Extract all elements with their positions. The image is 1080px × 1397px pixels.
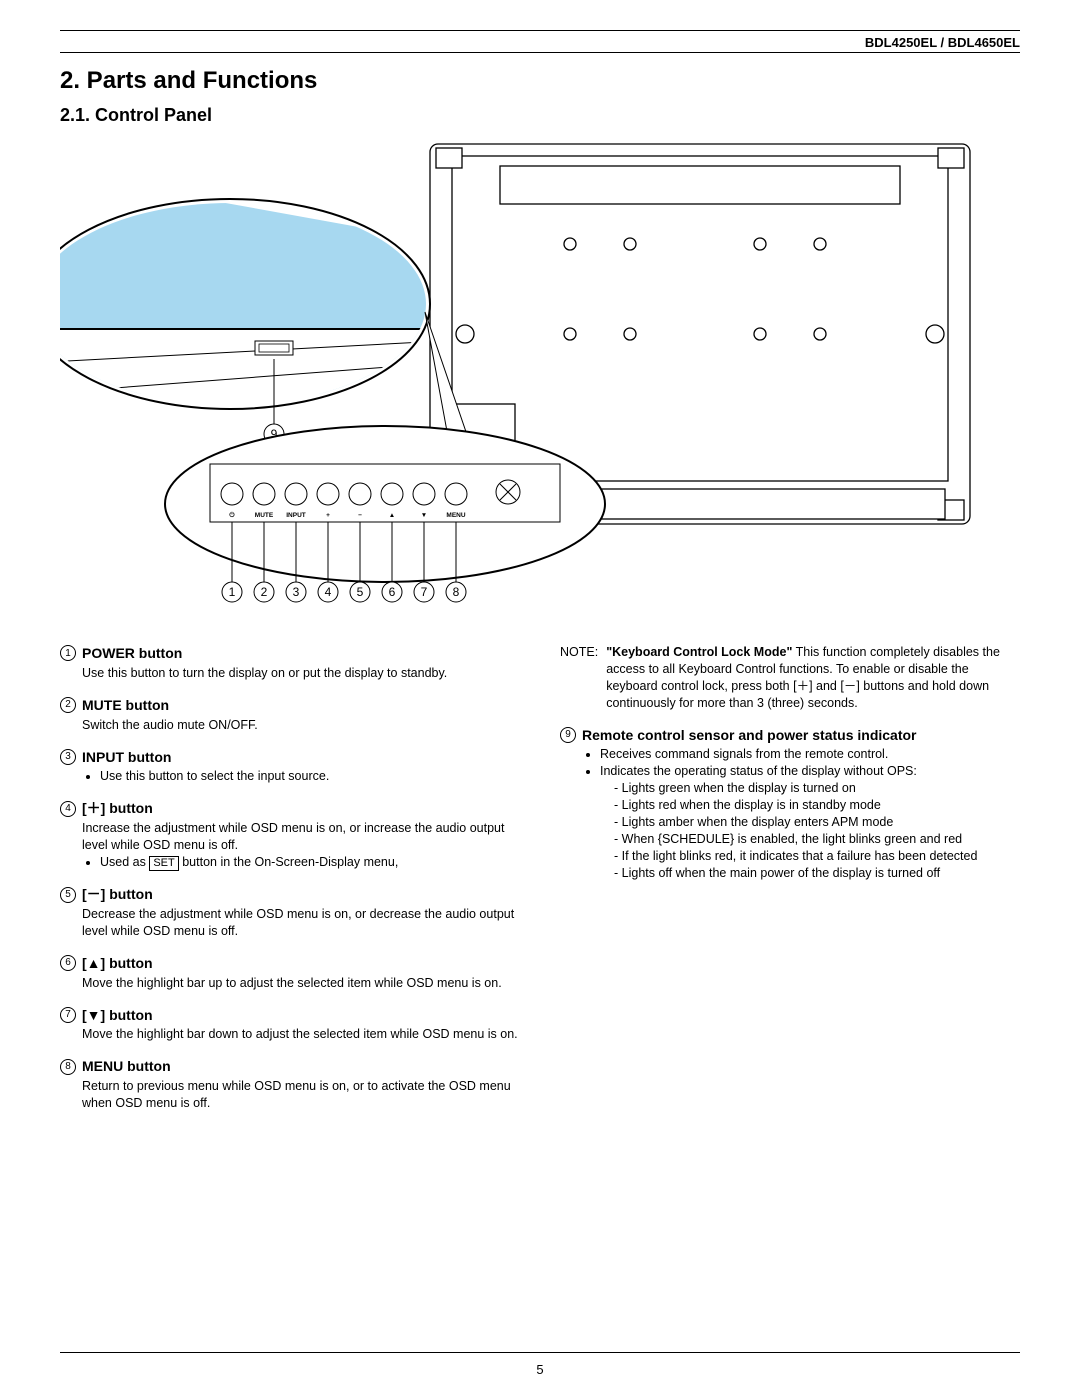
entry-3: 3INPUT button Use this button to select … (60, 748, 520, 786)
svg-text:+: + (326, 512, 330, 519)
entry-6: 6[▲] button Move the highlight bar up to… (60, 954, 520, 992)
svg-text:2: 2 (261, 585, 268, 599)
svg-text:MENU: MENU (446, 512, 465, 519)
left-column: 1POWER button Use this button to turn th… (60, 644, 520, 1126)
svg-text:6: 6 (389, 585, 396, 599)
svg-text:5: 5 (357, 585, 364, 599)
svg-text:▼: ▼ (421, 512, 427, 519)
entry-1: 1POWER button Use this button to turn th… (60, 644, 520, 682)
svg-text:7: 7 (421, 585, 428, 599)
header-model: BDL4250EL / BDL4650EL (60, 35, 1020, 50)
entry-8: 8MENU button Return to previous menu whi… (60, 1057, 520, 1112)
svg-text:8: 8 (453, 585, 460, 599)
control-panel-diagram: 9 (60, 134, 1020, 624)
svg-text:1: 1 (229, 585, 236, 599)
subsection-title: 2.1. Control Panel (60, 105, 1020, 126)
svg-text:▲: ▲ (389, 512, 395, 519)
entry-7: 7[▼] button Move the highlight bar down … (60, 1006, 520, 1044)
note-block: NOTE: "Keyboard Control Lock Mode" This … (560, 644, 1020, 712)
entry-5: 5[－] button Decrease the adjustment whil… (60, 885, 520, 940)
svg-text:⏻: ⏻ (229, 511, 235, 519)
right-column: NOTE: "Keyboard Control Lock Mode" This … (560, 644, 1020, 1126)
entry-9: 9Remote control sensor and power status … (560, 726, 1020, 882)
svg-text:4: 4 (325, 585, 332, 599)
svg-text:MUTE: MUTE (255, 512, 274, 519)
svg-text:−: − (358, 512, 362, 519)
svg-text:3: 3 (293, 585, 300, 599)
entry-4: 4[＋] button Increase the adjustment whil… (60, 799, 520, 871)
section-title: 2. Parts and Functions (60, 67, 1020, 95)
entry-2: 2MUTE button Switch the audio mute ON/OF… (60, 696, 520, 734)
svg-text:INPUT: INPUT (286, 512, 306, 519)
page-number: 5 (0, 1362, 1080, 1377)
